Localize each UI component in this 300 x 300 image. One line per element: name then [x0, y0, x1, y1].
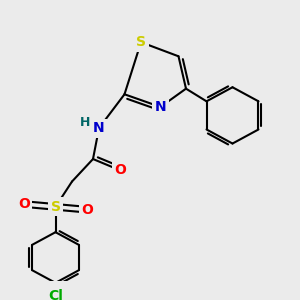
Text: S: S	[50, 200, 61, 214]
Text: H: H	[80, 116, 91, 129]
Text: O: O	[114, 163, 126, 177]
Text: O: O	[81, 203, 93, 217]
Text: S: S	[136, 35, 146, 49]
Text: Cl: Cl	[48, 289, 63, 300]
Text: N: N	[93, 121, 105, 135]
Text: O: O	[18, 197, 30, 211]
Text: N: N	[155, 100, 166, 114]
